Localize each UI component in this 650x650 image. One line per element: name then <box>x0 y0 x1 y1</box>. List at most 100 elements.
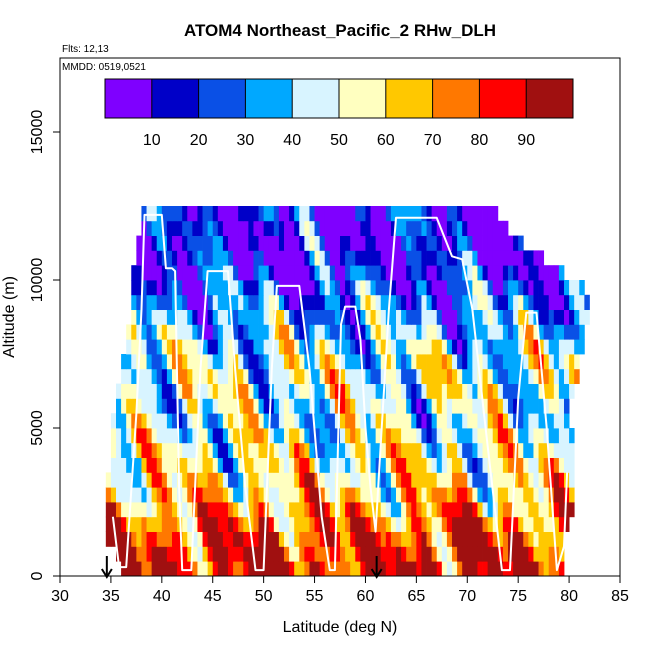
heatmap-cell <box>441 472 448 488</box>
heatmap-cell <box>508 309 514 325</box>
heatmap-cell <box>411 428 417 444</box>
heatmap-cell <box>477 354 483 370</box>
heatmap-cell <box>324 472 331 488</box>
heatmap-cell <box>146 220 153 236</box>
heatmap-cell <box>121 487 127 503</box>
heatmap-cell <box>518 398 524 414</box>
heatmap-cell <box>558 354 565 370</box>
heatmap-cell <box>345 309 351 325</box>
heatmap-cell <box>380 531 387 547</box>
heatmap-cell <box>141 413 147 429</box>
heatmap-cell <box>207 442 214 458</box>
heatmap-cell <box>192 561 198 577</box>
heatmap-cell <box>273 235 280 251</box>
heatmap-cell <box>187 294 193 310</box>
heatmap-cell <box>131 487 137 503</box>
heatmap-cell <box>446 324 453 340</box>
heatmap-cell <box>172 561 178 577</box>
heatmap-cell <box>172 442 178 458</box>
heatmap-cell <box>482 235 489 251</box>
heatmap-cell <box>161 561 168 577</box>
heatmap-cell <box>182 383 188 399</box>
heatmap-cell <box>151 561 158 577</box>
heatmap-cell <box>421 546 427 562</box>
heatmap-cell <box>558 383 565 399</box>
heatmap-cell <box>396 442 402 458</box>
heatmap-cell <box>446 383 453 399</box>
heatmap-cell <box>248 383 254 399</box>
heatmap-cell <box>324 413 331 429</box>
heatmap-cell <box>411 531 417 547</box>
heatmap-cell <box>253 294 259 310</box>
heatmap-cell <box>355 309 361 325</box>
heatmap-cell <box>452 265 458 281</box>
heatmap-cell <box>365 428 371 444</box>
heatmap-cell <box>202 516 209 532</box>
heatmap-cell <box>340 294 346 310</box>
heatmap-cell <box>136 383 142 399</box>
heatmap-cell <box>345 398 351 414</box>
heatmap-cell <box>304 428 310 444</box>
heatmap-cell <box>146 294 153 310</box>
heatmap-cell <box>141 546 147 562</box>
heatmap-cell <box>334 324 341 340</box>
heatmap-cell <box>202 457 209 473</box>
heatmap-cell <box>294 502 300 518</box>
heatmap-cell <box>401 368 407 384</box>
heatmap-cell <box>355 398 361 414</box>
heatmap-cell <box>538 487 545 503</box>
heatmap-cell <box>406 413 412 429</box>
heatmap-cell <box>156 428 163 444</box>
heatmap-cell <box>248 324 254 340</box>
heatmap-cell <box>533 280 539 296</box>
heatmap-cell <box>141 457 147 473</box>
heatmap-cell <box>518 250 524 266</box>
heatmap-cell <box>543 309 550 325</box>
heatmap-cell <box>396 546 402 562</box>
heatmap-cell <box>477 442 483 458</box>
heatmap-cell <box>431 280 438 296</box>
heatmap-cell <box>385 383 392 399</box>
heatmap-cell <box>258 309 265 325</box>
heatmap-cell <box>182 398 188 414</box>
heatmap-cell <box>289 487 295 503</box>
heatmap-cell <box>319 398 326 414</box>
heatmap-cell <box>365 531 371 547</box>
heatmap-cell <box>314 546 321 562</box>
heatmap-cell <box>467 280 473 296</box>
heatmap-cell <box>268 309 275 325</box>
heatmap-cell <box>416 294 422 310</box>
heatmap-cell <box>523 324 529 340</box>
heatmap-cell <box>569 294 575 310</box>
heatmap-cell <box>207 250 214 266</box>
heatmap-cell <box>151 472 158 488</box>
heatmap-cell <box>380 309 387 325</box>
heatmap-cell <box>380 428 387 444</box>
heatmap-cell <box>426 250 433 266</box>
heatmap-cell <box>217 294 224 310</box>
heatmap-cell <box>304 487 310 503</box>
heatmap-cell <box>513 324 519 340</box>
heatmap-cell <box>467 235 473 251</box>
heatmap-cell <box>334 502 341 518</box>
heatmap-cell <box>233 531 239 547</box>
heatmap-cell <box>258 561 265 577</box>
heatmap-cell <box>421 294 427 310</box>
colorbar-tick-label: 50 <box>330 132 348 149</box>
heatmap-cell <box>355 546 361 562</box>
heatmap-cell <box>156 442 163 458</box>
heatmap-cell <box>457 368 463 384</box>
heatmap-cell <box>431 265 438 281</box>
heatmap-cell <box>156 383 163 399</box>
heatmap-cell <box>579 294 585 310</box>
x-tick-label: 30 <box>51 588 69 605</box>
heatmap-cell <box>217 487 224 503</box>
heatmap-cell <box>151 531 158 547</box>
heatmap-cell <box>421 265 427 281</box>
heatmap-cell <box>273 502 280 518</box>
heatmap-cell <box>513 235 519 251</box>
heatmap-cell <box>553 502 560 518</box>
heatmap-cell <box>166 265 173 281</box>
heatmap-cell <box>452 487 458 503</box>
heatmap-cell <box>421 339 427 355</box>
